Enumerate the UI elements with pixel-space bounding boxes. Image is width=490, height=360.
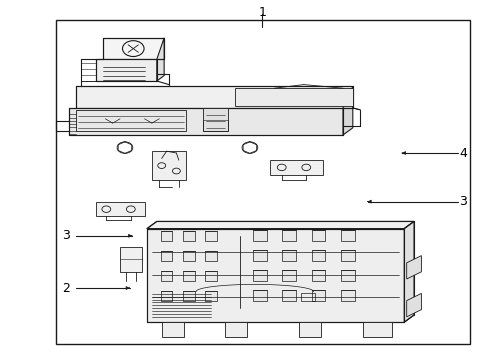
Polygon shape [183,271,195,281]
Polygon shape [161,251,172,261]
Polygon shape [341,230,355,241]
Polygon shape [407,256,421,279]
Polygon shape [147,229,404,322]
Polygon shape [235,88,353,106]
Polygon shape [343,86,353,135]
Bar [56,20,470,344]
Polygon shape [69,108,343,135]
Polygon shape [282,270,296,281]
Polygon shape [205,291,217,301]
Polygon shape [341,250,355,261]
Text: 3: 3 [459,195,467,208]
Polygon shape [96,59,157,81]
Text: 1: 1 [258,6,266,19]
Polygon shape [341,290,355,301]
Polygon shape [253,270,267,281]
Polygon shape [96,202,145,216]
Polygon shape [407,293,421,317]
Text: 2: 2 [62,282,70,294]
Polygon shape [312,270,325,281]
Polygon shape [205,271,217,281]
Polygon shape [253,230,267,241]
Polygon shape [120,247,142,272]
Polygon shape [157,38,164,81]
Polygon shape [363,322,392,337]
Polygon shape [152,151,186,180]
Polygon shape [312,250,325,261]
Polygon shape [299,322,321,337]
Polygon shape [103,38,164,59]
Polygon shape [270,160,323,175]
Polygon shape [282,290,296,301]
Polygon shape [312,230,325,241]
Text: 3: 3 [62,229,70,242]
Polygon shape [161,271,172,281]
Polygon shape [404,221,414,322]
Polygon shape [341,270,355,281]
Text: 4: 4 [459,147,467,159]
Polygon shape [183,251,195,261]
Polygon shape [253,290,267,301]
Polygon shape [183,231,195,241]
Bar [203,120,228,131]
Polygon shape [253,250,267,261]
Polygon shape [205,231,217,241]
Polygon shape [205,251,217,261]
Polygon shape [282,230,296,241]
Bar [203,108,228,131]
Polygon shape [225,322,247,337]
Polygon shape [161,231,172,241]
Polygon shape [147,221,414,229]
Polygon shape [282,250,296,261]
Polygon shape [183,291,195,301]
Polygon shape [161,291,172,301]
Polygon shape [76,86,353,108]
Bar [301,293,315,301]
Polygon shape [162,322,184,337]
Polygon shape [312,290,325,301]
